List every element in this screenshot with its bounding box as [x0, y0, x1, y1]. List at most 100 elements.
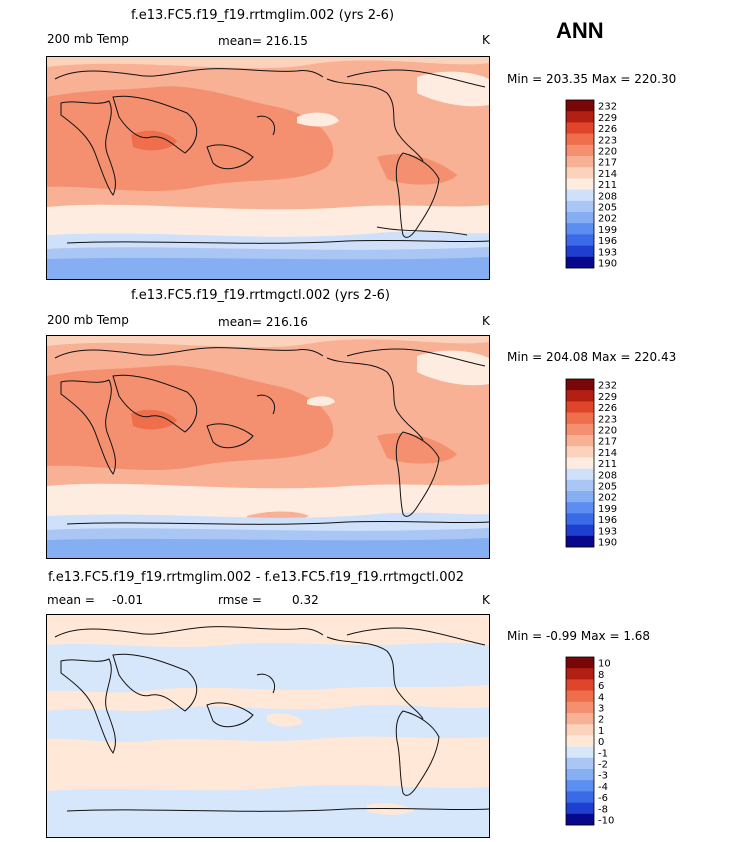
panel1-legend-tick-label: 232: [598, 102, 617, 113]
panel2-map-svg: [47, 336, 489, 558]
panel3-legend-tick-label: -2: [598, 760, 608, 771]
panel3-map-svg: [47, 615, 489, 837]
panel3-legend-swatch-0: [566, 657, 594, 669]
panel1-variable: 200 mb Temp: [47, 32, 129, 46]
panel3-rmse-label: rmse =: [218, 593, 262, 607]
panel2-legend-tick-label: 223: [598, 414, 617, 425]
panel2-legend-swatch-2: [566, 401, 594, 413]
panel2-legend-tick-label: 229: [598, 392, 617, 403]
panel2-title: f.e13.FC5.f19_f19.rrtmgctl.002 (yrs 2-6): [131, 288, 390, 303]
panel2-legend-tick-label: 202: [598, 493, 617, 504]
panel2-coastlines: [54, 347, 489, 525]
panel1-coastlines: [54, 68, 489, 244]
panel2-legend-swatch-14: [566, 535, 594, 548]
panel1-legend-tick-label: 205: [598, 203, 617, 214]
panel3-legend-swatch-6: [566, 724, 594, 736]
panel1-legend-swatch-11: [566, 223, 594, 235]
panel2-legend-tick-label: 190: [598, 538, 617, 549]
panel3-legend-tick-label: -6: [598, 793, 608, 804]
panel1-legend-tick-label: 217: [598, 158, 617, 169]
panel1-legend-swatch-7: [566, 178, 594, 190]
panel3-legend-swatch-11: [566, 780, 594, 792]
panel3-legend-swatch-4: [566, 701, 594, 714]
panel1-legend-tick-label: 199: [598, 225, 617, 236]
panel3-rmse-value: 0.32: [292, 593, 319, 607]
panel3-legend-swatch-12: [566, 791, 594, 803]
panel1-legend-tick-label: 196: [598, 236, 617, 247]
panel1-legend-tick-label: 190: [598, 259, 617, 270]
panel1-legend-tick-label: 208: [598, 191, 617, 202]
panel2-band-211: [47, 483, 489, 518]
panel3-legend-swatch-2: [566, 679, 594, 691]
panel3-legend-tick-label: -8: [598, 804, 608, 815]
panel2-legend-swatch-8: [566, 468, 594, 481]
panel1-legend-swatch-12: [566, 234, 594, 246]
panel2-units: K: [482, 314, 490, 328]
panel2-legend-swatch-5: [566, 435, 594, 447]
panel1-band-214-north: [417, 71, 489, 107]
panel2-legend-tick-label: 220: [598, 426, 617, 437]
panel3-legend-tick-label: 3: [598, 704, 604, 715]
panel3-legend-swatch-8: [566, 746, 594, 759]
panel3-units: K: [482, 593, 490, 607]
panel1-legend-swatch-13: [566, 245, 594, 258]
panel2-legend-tick-label: 205: [598, 482, 617, 493]
panel1-legend-swatch-4: [566, 144, 594, 157]
panel2-legend-swatch-4: [566, 423, 594, 436]
panel2-band-202: [47, 538, 489, 558]
panel1-legend-swatch-8: [566, 189, 594, 202]
panel2-legend-tick-label: 193: [598, 526, 617, 537]
panel3-legend-swatch-7: [566, 735, 594, 747]
season-label: ANN: [556, 18, 604, 43]
panel3-neg-north: [47, 642, 489, 693]
panel2-legend-swatch-9: [566, 479, 594, 492]
panel3-legend-tick-label: 8: [598, 670, 604, 681]
panel1-legend-tick-label: 229: [598, 113, 617, 124]
panel1-legend-swatch-3: [566, 133, 594, 146]
panel2-legend-tick-label: 217: [598, 437, 617, 448]
panel3-legend-tick-label: 6: [598, 681, 604, 692]
panel3-legend-tick-label: 2: [598, 715, 604, 726]
panel3-legend-swatch-13: [566, 802, 594, 815]
panel1-legend-tick-label: 223: [598, 135, 617, 146]
panel1-band-202: [47, 257, 489, 279]
panel2-band-223: [131, 409, 177, 430]
panel2-legend-swatch-11: [566, 502, 594, 514]
panel3-legend-tick-label: 10: [598, 659, 611, 670]
panel2-band-220-sa: [377, 433, 457, 464]
panel2-minmax: Min = 204.08 Max = 220.43: [507, 350, 677, 364]
panel3-legend-tick-label: -3: [598, 771, 608, 782]
panel3-legend: 10 8 6 4 3 2 1 0 -1 -2 -3 -4 -6 -8 -10: [565, 656, 626, 831]
panel2-legend-frame: [565, 378, 595, 548]
panel3-legend-swatch-5: [566, 713, 594, 725]
panel3-legend-tick-label: -4: [598, 782, 608, 793]
panel2-legend-tick-label: 211: [598, 459, 617, 470]
panel1-legend-tick-label: 220: [598, 147, 617, 158]
panel2-variable: 200 mb Temp: [47, 313, 129, 327]
panel1-legend-swatch-1: [566, 111, 594, 123]
panel3-coastlines: [54, 626, 489, 812]
panel1-band-211: [47, 204, 489, 239]
panel1-legend-swatch-6: [566, 167, 594, 179]
panel1-legend-swatch-9: [566, 200, 594, 213]
panel3-legend-frame: [565, 656, 595, 826]
panel2-legend-tick-label: 232: [598, 381, 617, 392]
panel2-band-214-pac: [307, 396, 335, 406]
panel1-map: [46, 56, 490, 280]
panel1-mean: mean= 216.15: [218, 34, 308, 48]
panel2-legend-swatch-1: [566, 390, 594, 402]
panel2-legend-swatch-12: [566, 513, 594, 525]
panel1-title: f.e13.FC5.f19_f19.rrtmglim.002 (yrs 2-6): [131, 8, 395, 23]
panel3-legend-swatch-10: [566, 769, 594, 781]
panel2-legend-swatch-6: [566, 446, 594, 458]
panel3-legend-tick-label: -1: [598, 748, 608, 759]
panel3-map: [46, 614, 490, 838]
panel1-legend-tick-label: 226: [598, 124, 617, 135]
panel1-units: K: [482, 33, 490, 47]
panel3-legend-tick-label: 0: [598, 737, 604, 748]
panel3-pos-spot-1: [267, 713, 303, 727]
panel3-mean-value: -0.01: [112, 593, 144, 607]
panel3-legend-swatch-14: [566, 813, 594, 826]
panel2-legend-swatch-10: [566, 491, 594, 503]
